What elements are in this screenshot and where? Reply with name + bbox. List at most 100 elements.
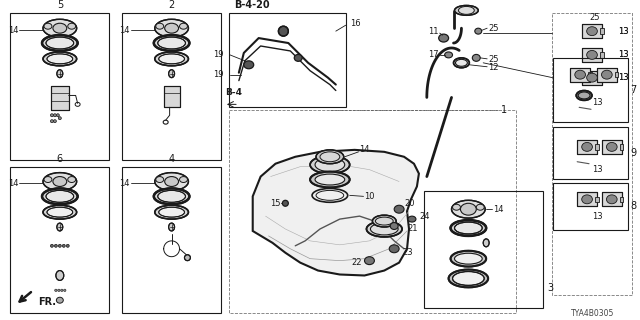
Ellipse shape	[454, 58, 469, 68]
Text: 25: 25	[488, 55, 499, 64]
Ellipse shape	[51, 120, 53, 123]
Ellipse shape	[53, 120, 56, 123]
Text: 13: 13	[618, 50, 628, 60]
Text: TYA4B0305: TYA4B0305	[572, 308, 615, 317]
Ellipse shape	[365, 257, 374, 265]
Ellipse shape	[483, 239, 489, 247]
Text: B-4: B-4	[225, 88, 242, 97]
Ellipse shape	[54, 244, 58, 247]
Text: 12: 12	[488, 63, 499, 72]
Ellipse shape	[168, 223, 175, 231]
Ellipse shape	[63, 289, 66, 292]
Ellipse shape	[460, 203, 476, 215]
Bar	[600, 52, 604, 58]
Bar	[582, 70, 602, 85]
Ellipse shape	[310, 156, 349, 174]
Ellipse shape	[46, 190, 74, 202]
Ellipse shape	[451, 251, 486, 267]
Ellipse shape	[154, 188, 189, 204]
Text: 19: 19	[214, 70, 224, 79]
Ellipse shape	[445, 52, 452, 58]
Text: 15: 15	[270, 199, 280, 208]
Text: 13: 13	[591, 212, 602, 220]
Ellipse shape	[587, 27, 597, 36]
Text: 14: 14	[493, 205, 504, 214]
Text: 14: 14	[120, 179, 130, 188]
Ellipse shape	[451, 220, 486, 236]
Bar	[122, 13, 221, 160]
Text: 4: 4	[168, 154, 175, 164]
Bar	[620, 197, 623, 202]
Bar	[597, 68, 617, 82]
Text: FR.: FR.	[38, 297, 56, 307]
Ellipse shape	[159, 207, 184, 217]
Ellipse shape	[154, 35, 189, 51]
Text: 13: 13	[618, 73, 628, 82]
Text: 8: 8	[630, 201, 637, 211]
Ellipse shape	[578, 92, 590, 99]
Ellipse shape	[575, 70, 586, 79]
Ellipse shape	[390, 223, 398, 229]
Text: 13: 13	[591, 165, 602, 174]
Bar	[600, 75, 604, 80]
Text: 11: 11	[428, 27, 438, 36]
Bar	[577, 140, 597, 154]
Ellipse shape	[476, 204, 484, 210]
Ellipse shape	[452, 204, 460, 210]
Ellipse shape	[51, 114, 53, 117]
Ellipse shape	[456, 59, 467, 66]
Bar	[570, 68, 590, 82]
Bar	[602, 140, 621, 154]
Ellipse shape	[576, 91, 592, 100]
Ellipse shape	[43, 172, 77, 190]
Polygon shape	[253, 150, 419, 276]
Ellipse shape	[582, 195, 593, 204]
Bar	[577, 192, 597, 206]
Text: 13: 13	[591, 98, 602, 107]
Ellipse shape	[316, 150, 344, 164]
Text: 19: 19	[214, 50, 224, 60]
Text: 25: 25	[488, 24, 499, 33]
Text: 25: 25	[589, 13, 600, 22]
Text: 23: 23	[402, 248, 413, 257]
Ellipse shape	[582, 142, 593, 151]
Ellipse shape	[587, 73, 597, 82]
Ellipse shape	[53, 177, 67, 187]
Text: 20: 20	[404, 199, 415, 208]
Ellipse shape	[58, 289, 60, 292]
Bar	[582, 70, 602, 85]
Ellipse shape	[376, 217, 393, 225]
Ellipse shape	[156, 177, 164, 182]
Ellipse shape	[475, 28, 482, 34]
Text: 6: 6	[57, 154, 63, 164]
Ellipse shape	[607, 195, 617, 204]
Ellipse shape	[57, 223, 63, 231]
Bar	[597, 68, 617, 82]
Bar	[602, 192, 621, 206]
Ellipse shape	[42, 188, 77, 204]
Bar	[595, 144, 598, 149]
Text: 13: 13	[618, 27, 628, 36]
Bar	[582, 48, 602, 62]
Ellipse shape	[164, 177, 179, 187]
Text: 3: 3	[547, 283, 554, 293]
Ellipse shape	[454, 253, 482, 264]
Ellipse shape	[56, 114, 60, 117]
Text: B-4-20: B-4-20	[234, 0, 269, 11]
Bar	[10, 13, 109, 160]
Text: 13: 13	[618, 27, 628, 36]
Ellipse shape	[394, 205, 404, 213]
Ellipse shape	[156, 23, 164, 29]
Bar	[164, 85, 180, 107]
Ellipse shape	[62, 244, 65, 247]
Ellipse shape	[310, 172, 349, 188]
Ellipse shape	[43, 205, 77, 219]
Ellipse shape	[587, 51, 597, 59]
Ellipse shape	[44, 23, 52, 29]
Ellipse shape	[184, 255, 191, 261]
Text: 1: 1	[501, 105, 507, 115]
Text: 13: 13	[618, 73, 628, 82]
Ellipse shape	[607, 142, 617, 151]
Ellipse shape	[68, 177, 76, 182]
Bar	[51, 85, 68, 110]
